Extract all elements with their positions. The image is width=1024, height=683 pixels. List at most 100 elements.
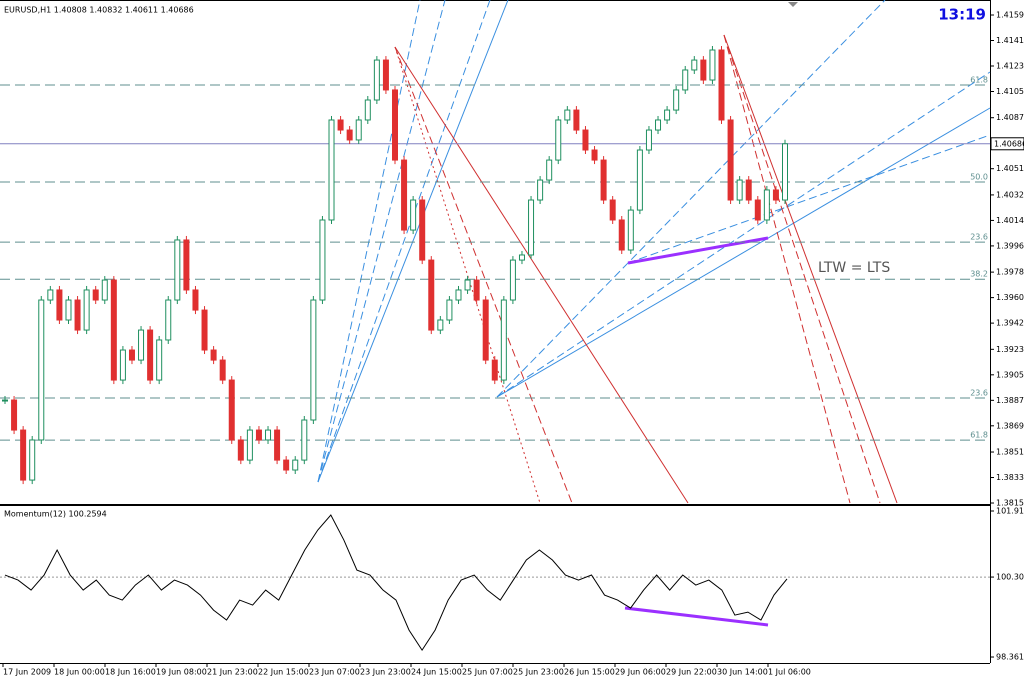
candle <box>500 299 507 381</box>
trendline <box>627 134 991 264</box>
fib-label: 23.6 <box>970 233 988 242</box>
candle <box>156 339 163 381</box>
candle <box>528 199 535 256</box>
candle <box>210 349 217 361</box>
fib-label: 50.0 <box>970 173 988 182</box>
momentum-line <box>4 514 788 652</box>
x-tick-label: 25 Jun 23:00 <box>513 668 564 677</box>
x-tick-label: 30 Jun 14:00 <box>717 668 768 677</box>
y-tick-label: 1.39600 <box>996 293 1024 302</box>
candle <box>437 319 444 331</box>
candle <box>573 109 580 131</box>
candle <box>491 359 498 381</box>
candle <box>183 239 190 291</box>
candle <box>754 199 761 221</box>
candle <box>763 189 770 221</box>
x-tick-label: 24 Jun 15:00 <box>411 668 462 677</box>
candle <box>219 359 226 381</box>
candle <box>283 459 290 471</box>
candle <box>518 254 525 261</box>
candle <box>546 159 553 181</box>
candle <box>92 289 99 301</box>
trendline <box>723 34 881 504</box>
candle <box>147 329 154 381</box>
y-tick-label: 1.40870 <box>996 113 1024 122</box>
candle <box>246 429 253 461</box>
candle <box>128 349 135 361</box>
fib-label: 61.8 <box>970 431 988 440</box>
clock: 13:19 <box>938 6 986 24</box>
candle <box>119 349 126 381</box>
trendlines <box>317 0 991 627</box>
candle <box>600 159 607 201</box>
candle <box>682 69 689 91</box>
x-tick-label: 29 Jun 22:00 <box>666 668 717 677</box>
candle <box>591 149 598 161</box>
y-tick-label: 1.41055 <box>996 87 1024 96</box>
y-tick-label: 1.40325 <box>996 190 1024 199</box>
candle <box>410 199 417 231</box>
candle <box>56 289 63 321</box>
candle <box>2 399 8 402</box>
y-tick-label: 1.39420 <box>996 319 1024 328</box>
trendline <box>317 0 446 483</box>
y-tick-label: 1.40145 <box>996 216 1024 225</box>
candle <box>310 299 317 421</box>
candle <box>292 459 299 471</box>
candle <box>364 99 371 121</box>
candle <box>482 299 489 361</box>
trendline <box>496 71 991 398</box>
candle <box>174 239 181 301</box>
trendline <box>317 0 491 483</box>
candle <box>555 119 562 161</box>
candle <box>473 279 480 301</box>
candle <box>382 59 389 91</box>
x-tick-label: 26 Jun 15:00 <box>564 668 615 677</box>
candle <box>618 219 625 251</box>
candle <box>718 49 725 121</box>
trendline <box>496 107 991 398</box>
candle <box>192 289 199 311</box>
trendline <box>723 34 898 504</box>
candle <box>20 429 27 481</box>
candle <box>700 59 707 81</box>
candle <box>74 299 81 331</box>
candle <box>355 119 362 141</box>
trendline <box>317 0 509 483</box>
candle <box>346 129 353 141</box>
candle <box>274 429 281 461</box>
y-tick-label: 1.38695 <box>996 421 1024 430</box>
fib-label: 23.6 <box>970 389 988 398</box>
candle <box>582 129 589 151</box>
candle <box>228 379 235 441</box>
candle <box>29 439 36 481</box>
candle <box>47 289 54 301</box>
candle <box>455 289 462 301</box>
candle <box>537 179 544 201</box>
divergence-line <box>624 606 769 627</box>
trendline <box>317 0 421 483</box>
candle <box>11 399 18 431</box>
candle <box>319 219 326 301</box>
candle <box>709 49 716 81</box>
y-tick-label: 100.3048 <box>996 573 1024 582</box>
x-tick-label: 23 Jun 07:00 <box>309 668 360 677</box>
x-tick-label: 23 Jun 23:00 <box>360 668 411 677</box>
candle <box>782 143 788 201</box>
candle <box>627 209 634 251</box>
candle <box>655 119 662 131</box>
candle <box>664 109 671 121</box>
trendline <box>723 34 851 504</box>
current-price-label: 1.40686 <box>994 139 1024 148</box>
scroll-marker <box>788 2 798 7</box>
candle <box>509 259 516 301</box>
candle <box>745 179 752 201</box>
annotation: LTW = LTS <box>818 260 890 276</box>
current-price-box <box>990 137 1024 151</box>
trendline <box>394 46 689 504</box>
candle <box>101 279 108 301</box>
x-tick-label: 25 Jun 07:00 <box>462 668 513 677</box>
candle <box>609 199 616 221</box>
